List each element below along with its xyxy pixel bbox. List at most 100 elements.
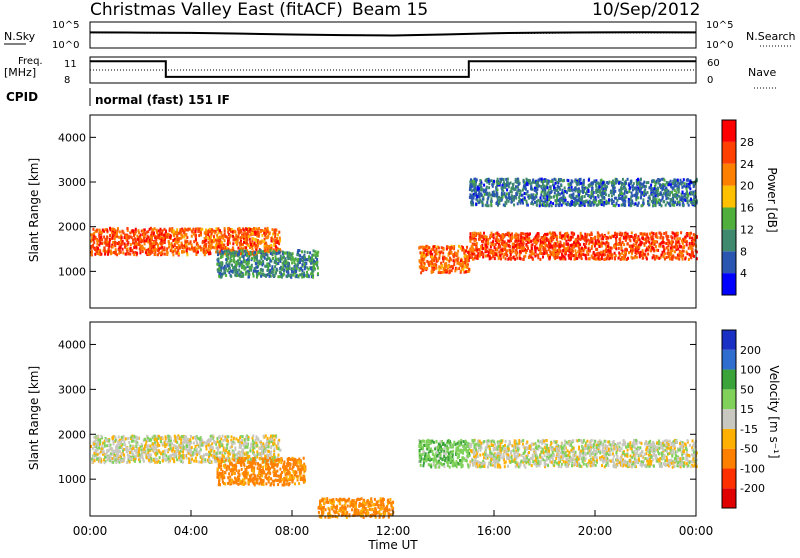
scatter-cell <box>528 239 530 242</box>
scatter-cell <box>522 194 524 197</box>
scatter-cell <box>519 250 521 253</box>
scatter-cell <box>181 250 183 253</box>
scatter-cell <box>636 188 638 191</box>
scatter-cell <box>214 232 216 235</box>
scatter-cell <box>139 247 141 250</box>
scatter-cell <box>169 229 171 232</box>
scatter-cell <box>689 253 691 256</box>
power-colorbar-cell <box>722 142 736 164</box>
scatter-cell <box>490 197 492 200</box>
scatter-cell <box>490 250 492 253</box>
scatter-cell <box>570 236 572 239</box>
scatter-cell <box>565 240 567 243</box>
scatter-cell <box>675 246 677 249</box>
scatter-cell <box>625 248 627 251</box>
scatter-cell <box>484 235 486 238</box>
scatter-cell <box>440 250 442 253</box>
scatter-cell <box>536 241 538 244</box>
scatter-cell <box>572 196 574 199</box>
scatter-cell <box>505 253 507 256</box>
scatter-cell <box>491 243 493 246</box>
scatter-cell <box>592 182 594 185</box>
scatter-cell <box>267 227 269 230</box>
scatter-cell <box>272 257 274 260</box>
scatter-cell <box>558 204 560 207</box>
scatter-cell <box>595 242 597 245</box>
scatter-cell <box>581 257 583 260</box>
scatter-cell <box>488 194 490 197</box>
scatter-cell <box>664 183 666 186</box>
scatter-cell <box>659 203 661 206</box>
scatter-cell <box>198 247 200 250</box>
scatter-cell <box>451 265 453 268</box>
scatter-cell <box>209 244 211 247</box>
scatter-cell <box>653 240 655 243</box>
scatter-cell <box>314 262 316 265</box>
scatter-cell <box>548 241 550 244</box>
scatter-cell <box>286 268 288 271</box>
scatter-cell <box>270 252 272 255</box>
scatter-cell <box>446 257 448 260</box>
scatter-cell <box>287 262 289 265</box>
scatter-cell <box>603 196 605 199</box>
scatter-cell <box>261 234 263 237</box>
scatter-cell <box>674 237 676 240</box>
scatter-cell <box>564 237 566 240</box>
scatter-cell <box>692 202 694 205</box>
scatter-cell <box>312 254 314 257</box>
scatter-cell <box>129 253 131 256</box>
scatter-cell <box>487 242 489 245</box>
scatter-cell <box>277 258 279 261</box>
scatter-cell <box>124 243 126 246</box>
scatter-cell <box>684 199 686 202</box>
scatter-cell <box>256 259 258 262</box>
scatter-cell <box>227 269 229 272</box>
scatter-cell <box>153 249 155 252</box>
scatter-cell <box>605 243 607 246</box>
scatter-cell <box>551 204 553 207</box>
scatter-cell <box>305 258 307 261</box>
scatter-cell <box>660 254 662 257</box>
scatter-cell <box>160 239 162 242</box>
power-ytick-label: 3000 <box>58 176 86 189</box>
scatter-cell <box>281 276 283 279</box>
scatter-cell <box>654 192 656 195</box>
scatter-cell <box>691 242 693 245</box>
scatter-cell <box>463 252 465 255</box>
scatter-cell <box>502 189 504 192</box>
scatter-cell <box>591 255 593 258</box>
scatter-cell <box>167 251 169 254</box>
scatter-cell <box>98 235 100 238</box>
scatter-cell <box>292 274 294 277</box>
scatter-cell <box>272 271 274 274</box>
scatter-cell <box>284 259 286 262</box>
scatter-cell <box>636 248 638 251</box>
scatter-cell <box>550 191 552 194</box>
scatter-cell <box>659 184 661 187</box>
scatter-cell <box>469 180 471 183</box>
scatter-cell <box>144 242 146 245</box>
scatter-cell <box>546 198 548 201</box>
scatter-cell <box>303 263 305 266</box>
scatter-cell <box>434 255 436 258</box>
scatter-cell <box>488 204 490 207</box>
scatter-cell <box>665 189 667 192</box>
scatter-cell <box>629 190 631 193</box>
scatter-cell <box>264 256 266 259</box>
scatter-cell <box>466 265 468 268</box>
power-colorbar-tick: 8 <box>740 245 747 258</box>
scatter-cell <box>464 258 466 261</box>
power-ytick-label: 1000 <box>58 265 86 278</box>
scatter-cell <box>486 193 488 196</box>
scatter-cell <box>115 252 117 255</box>
scatter-cell <box>449 270 451 273</box>
scatter-cell <box>644 189 646 192</box>
scatter-cell <box>486 246 488 249</box>
scatter-cell <box>131 249 133 252</box>
scatter-cell <box>631 231 633 234</box>
scatter-cell <box>211 228 213 231</box>
scatter-cell <box>624 251 626 254</box>
scatter-cell <box>573 203 575 206</box>
scatter-cell <box>562 255 564 258</box>
